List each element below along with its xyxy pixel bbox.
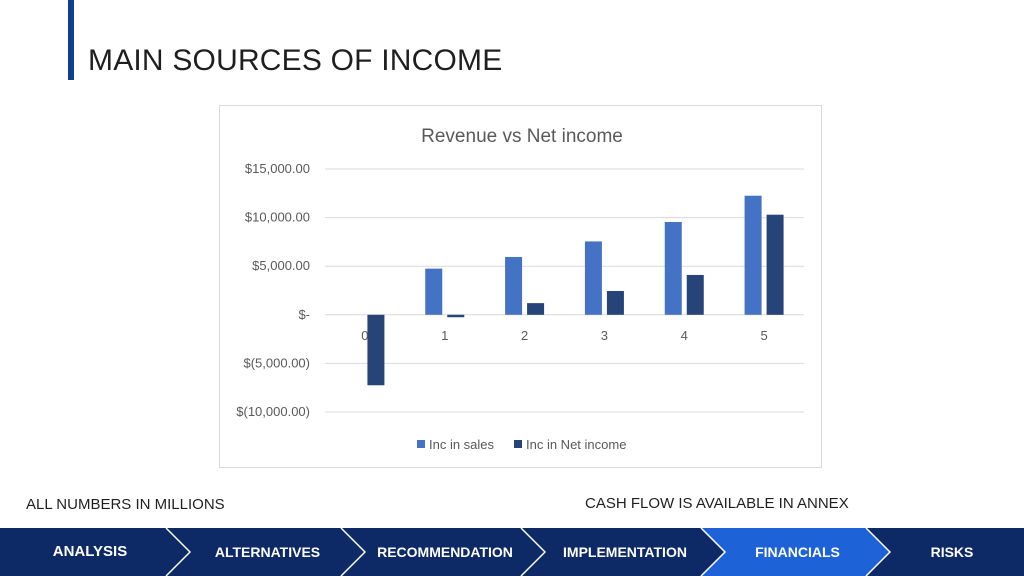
bar-sales-5	[744, 195, 762, 315]
legend-label: Inc in sales	[429, 437, 495, 452]
bar-sales-2	[505, 256, 523, 315]
nav-chevron-divider	[700, 528, 727, 576]
y-tick-label: $(5,000.00)	[244, 355, 311, 370]
bar-net-income-2	[527, 303, 545, 315]
bar-net-income-5	[766, 214, 784, 315]
legend-swatch	[417, 440, 425, 448]
bar-net-income-1	[447, 314, 465, 318]
bar-sales-1	[425, 268, 443, 315]
legend-swatch	[514, 440, 522, 448]
nav-active-highlight	[701, 528, 890, 576]
x-tick-label: 0	[361, 328, 368, 343]
section-nav: ANALYSIS ALTERNATIVES RECOMMENDATION IMP…	[0, 528, 1024, 576]
y-tick-label: $5,000.00	[252, 258, 310, 273]
nav-chevron-divider	[520, 528, 547, 576]
legend: Inc in sales Inc in Net income	[417, 437, 626, 452]
nav-risks[interactable]: RISKS	[930, 544, 974, 560]
annex-note: CASH FLOW IS AVAILABLE IN ANNEX	[585, 495, 849, 512]
nav-financials[interactable]: FINANCIALS	[755, 544, 840, 560]
y-axis-labels: $15,000.00 $10,000.00 $5,000.00 $- $(5,000.0…	[236, 161, 310, 419]
bar-net-income-0	[367, 314, 385, 386]
nav-alternatives[interactable]: ALTERNATIVES	[214, 544, 321, 560]
y-tick-label: $-	[298, 307, 310, 322]
nav-chevron-divider	[340, 528, 367, 576]
grid-lines	[325, 168, 804, 413]
revenue-net-income-chart: Revenue vs Net income $15,000.00 $10,000.…	[236, 126, 804, 452]
nav-chevron-divider	[865, 528, 892, 576]
legend-label: Inc in Net income	[526, 437, 626, 452]
y-tick-label: $10,000.00	[245, 210, 310, 225]
y-tick-label: $15,000.00	[245, 161, 310, 176]
bar-net-income-4	[686, 274, 704, 315]
nav-implementation[interactable]: IMPLEMENTATION	[563, 544, 687, 560]
y-tick-label: $(10,000.00)	[236, 404, 310, 419]
nav-recommendation[interactable]: RECOMMENDATION	[377, 544, 513, 560]
nav-analysis[interactable]: ANALYSIS	[52, 543, 128, 560]
bar-net-income-3	[606, 290, 624, 315]
title-accent-bar	[68, 0, 74, 80]
x-tick-label: 4	[681, 328, 688, 343]
x-tick-label: 5	[760, 328, 767, 343]
page-title: MAIN SOURCES OF INCOME	[88, 44, 503, 77]
nav-chevron-divider	[165, 528, 192, 576]
chart-title: Revenue vs Net income	[421, 126, 623, 147]
chart-container: Revenue vs Net income $15,000.00 $10,000.…	[219, 105, 822, 468]
x-axis-labels: 0 1 2 3 4 5	[361, 328, 767, 343]
x-tick-label: 1	[441, 328, 448, 343]
x-tick-label: 3	[601, 328, 608, 343]
nav-chevrons	[165, 528, 892, 576]
bars	[367, 195, 784, 386]
x-tick-label: 2	[521, 328, 528, 343]
bar-sales-4	[664, 221, 682, 315]
bar-sales-3	[584, 241, 602, 315]
units-note: ALL NUMBERS IN MILLIONS	[26, 496, 225, 513]
